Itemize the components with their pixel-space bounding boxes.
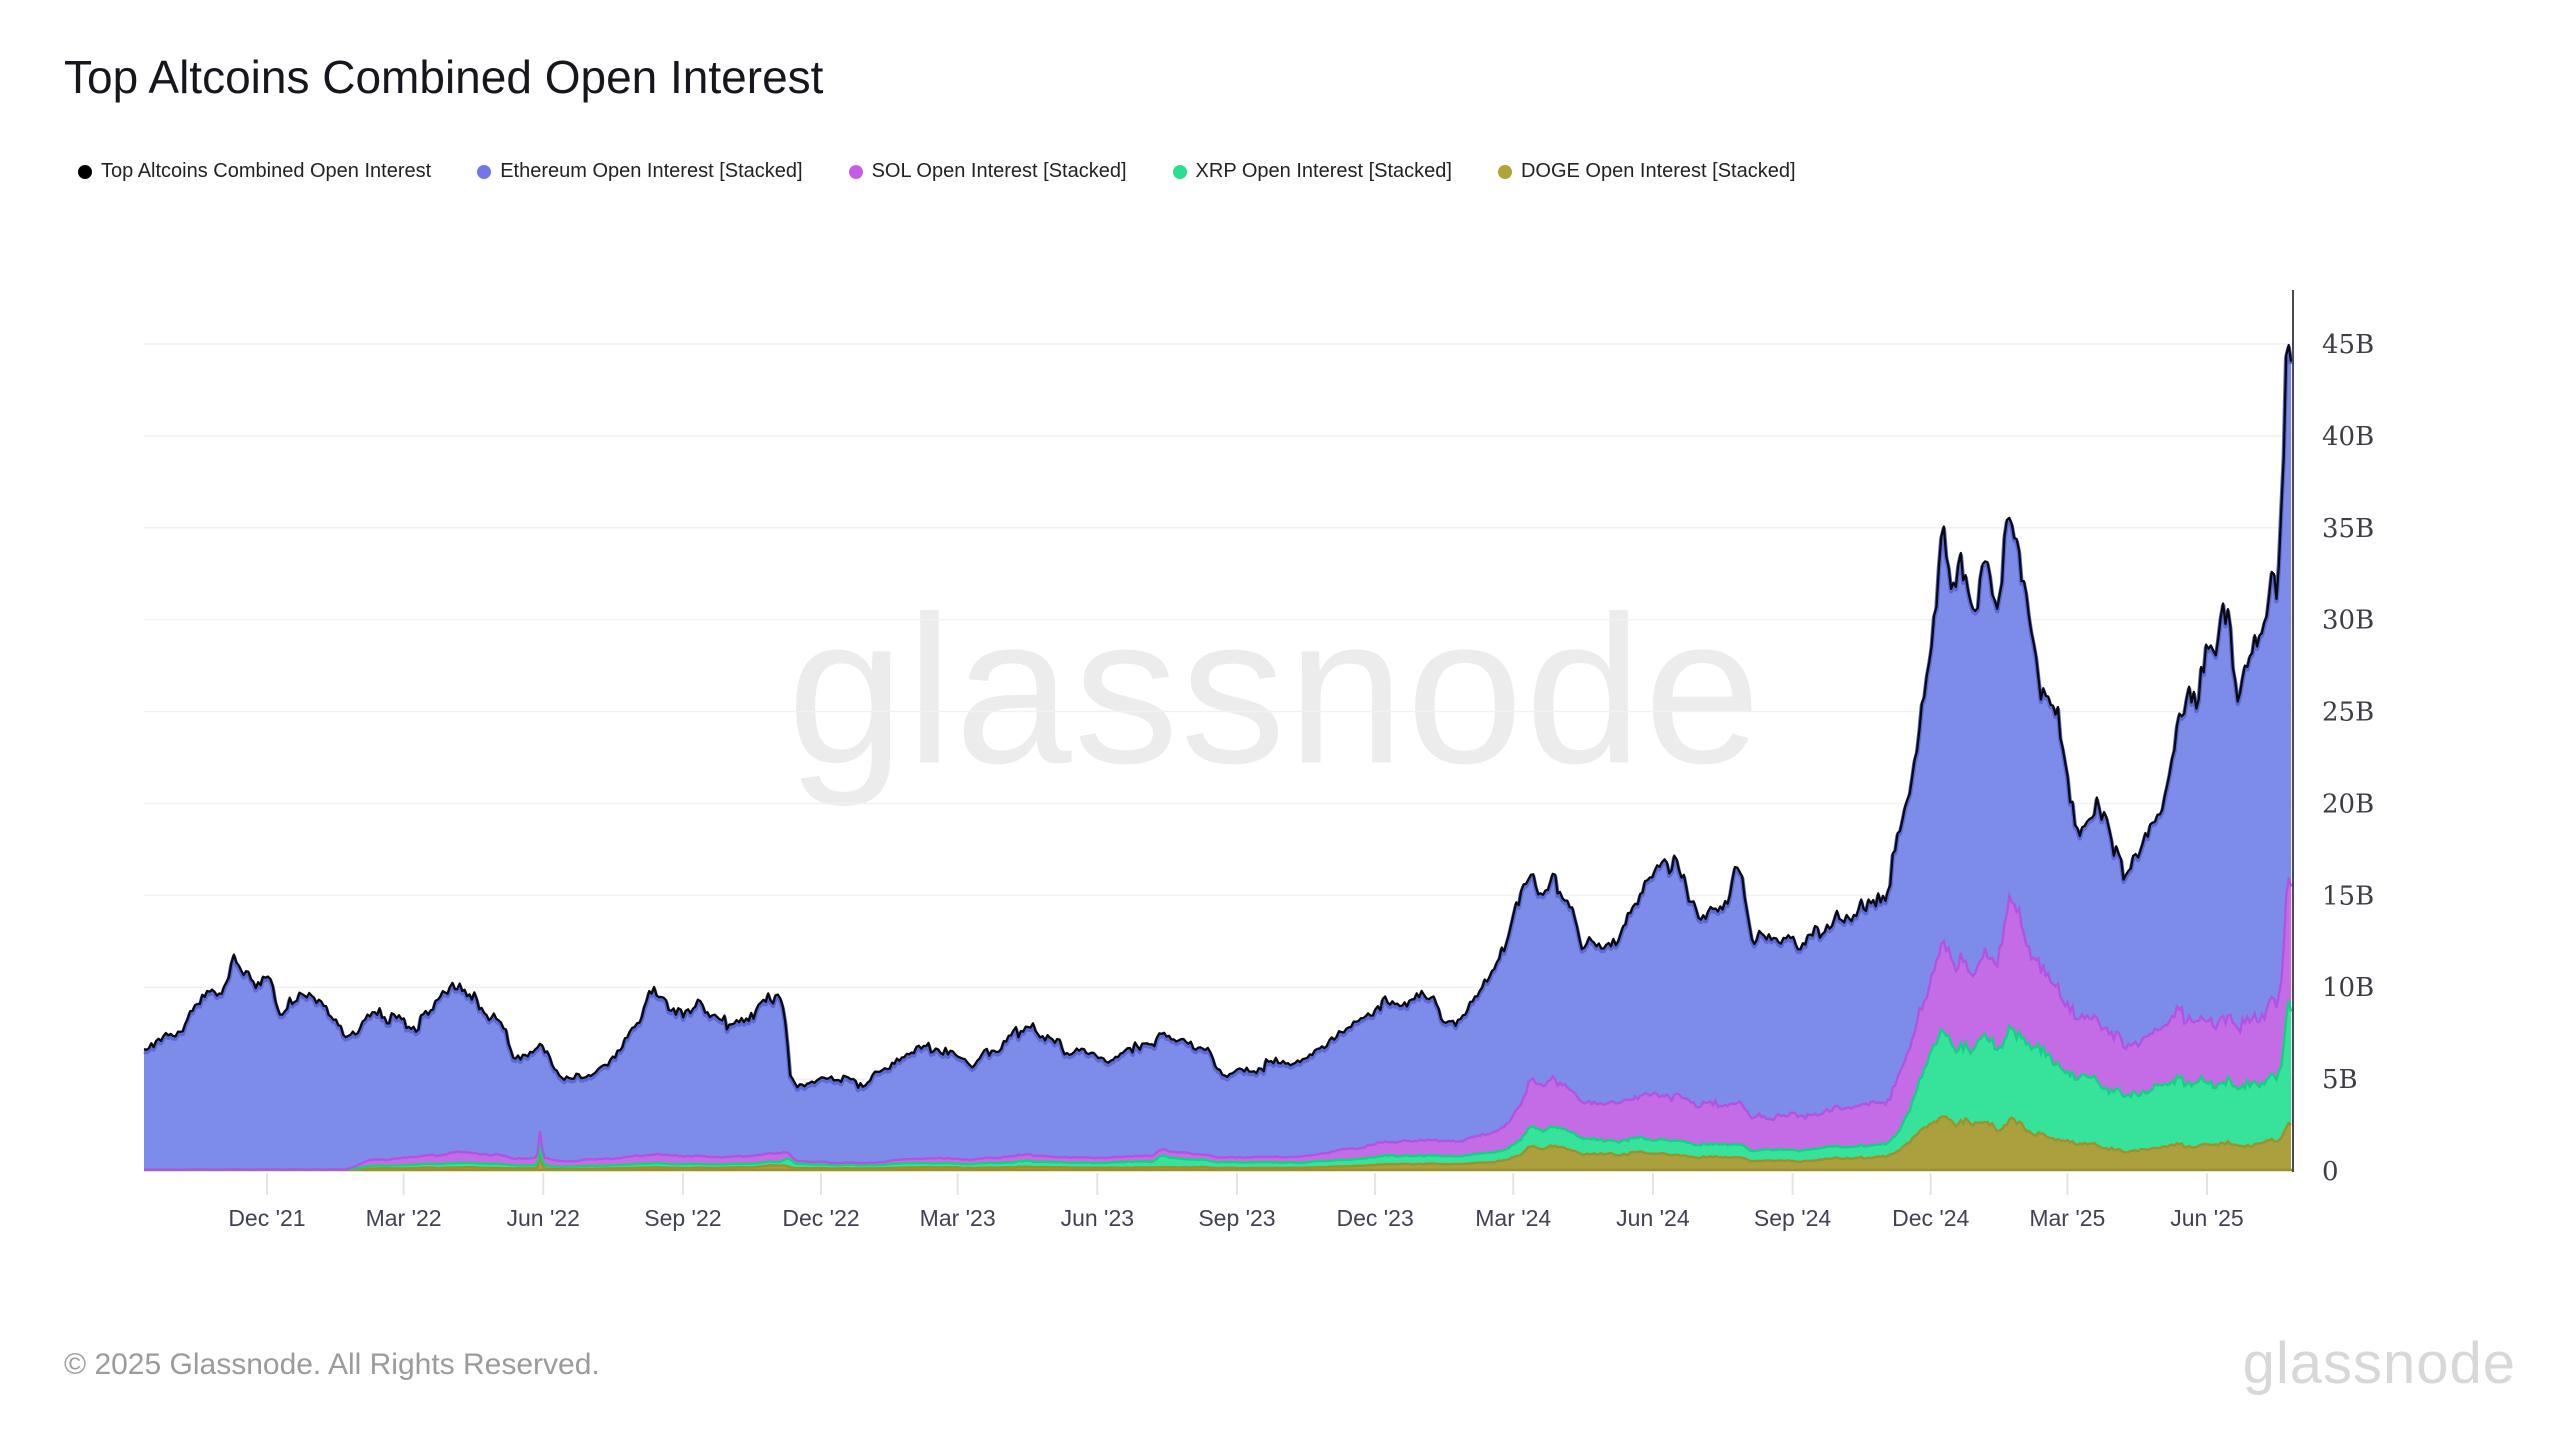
svg-text:15B: 15B (2322, 881, 2374, 911)
svg-text:25B: 25B (2322, 698, 2374, 728)
legend-item-combined[interactable]: Top Altcoins Combined Open Interest (78, 160, 431, 183)
copyright-text: © 2025 Glassnode. All Rights Reserved. (64, 1348, 600, 1381)
legend-item-xrp[interactable]: XRP Open Interest [Stacked] (1172, 160, 1452, 183)
series-dot-icon (1172, 164, 1187, 179)
svg-text:Dec '21: Dec '21 (228, 1205, 305, 1231)
page-title: Top Altcoins Combined Open Interest (64, 51, 824, 103)
glassnode-logo: glassnode (2242, 1331, 2516, 1396)
svg-text:Jun '22: Jun '22 (507, 1205, 580, 1231)
svg-text:Dec '23: Dec '23 (1336, 1205, 1413, 1231)
svg-text:Jun '24: Jun '24 (1616, 1205, 1690, 1231)
series-layer (143, 343, 2294, 1172)
svg-text:Mar '22: Mar '22 (366, 1205, 442, 1231)
series-dot-icon (848, 164, 863, 179)
svg-text:Dec '22: Dec '22 (782, 1205, 859, 1231)
svg-text:35B: 35B (2322, 514, 2374, 544)
svg-text:Jun '23: Jun '23 (1061, 1205, 1134, 1231)
svg-text:Sep '22: Sep '22 (644, 1205, 721, 1231)
legend-item-doge[interactable]: DOGE Open Interest [Stacked] (1497, 160, 1796, 183)
glassnode-watermark: glassnode (787, 572, 1763, 808)
svg-text:45B: 45B (2322, 330, 2374, 360)
svg-text:5B: 5B (2322, 1065, 2358, 1095)
svg-text:Mar '23: Mar '23 (920, 1205, 996, 1231)
svg-text:Dec '24: Dec '24 (1892, 1205, 1969, 1231)
legend-item-sol[interactable]: SOL Open Interest [Stacked] (848, 160, 1127, 183)
svg-text:Mar '24: Mar '24 (1475, 1205, 1551, 1231)
svg-text:Sep '23: Sep '23 (1198, 1205, 1275, 1231)
svg-text:10B: 10B (2322, 973, 2374, 1003)
series-dot-icon (78, 164, 92, 179)
svg-text:Mar '25: Mar '25 (2029, 1205, 2105, 1231)
series-dot-icon (477, 164, 492, 179)
axis-layer: Dec '21 Mar '22 Jun '22 Sep '22 Dec '22 Mar '… (228, 290, 2374, 1231)
svg-text:30B: 30B (2322, 606, 2374, 636)
series-dot-icon (1497, 164, 1512, 179)
svg-text:0: 0 (2322, 1157, 2339, 1187)
legend-item-ethereum[interactable]: Ethereum Open Interest [Stacked] (477, 160, 803, 183)
chart-legend: Top Altcoins Combined Open Interest Ethe… (78, 160, 1796, 183)
svg-text:20B: 20B (2322, 789, 2374, 819)
svg-text:Jun '25: Jun '25 (2170, 1205, 2243, 1231)
svg-text:40B: 40B (2322, 422, 2374, 452)
svg-text:Sep '24: Sep '24 (1754, 1205, 1831, 1231)
